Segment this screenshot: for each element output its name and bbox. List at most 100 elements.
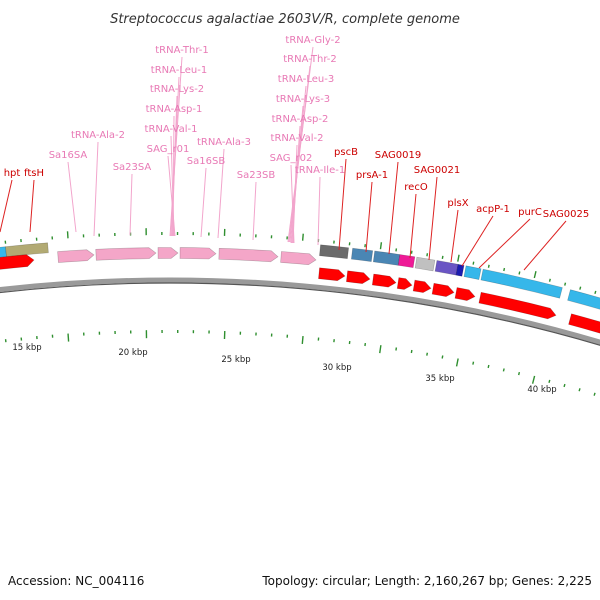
gene-label: SAG0019 xyxy=(375,150,421,161)
ruler-tick-outer xyxy=(579,286,582,290)
cds-arrow xyxy=(0,254,35,270)
ruler-tick-inner xyxy=(426,352,429,356)
gene-label: tRNA-Ala-3 xyxy=(197,137,251,148)
ruler-tick-outer xyxy=(472,261,475,265)
gene-labels: tRNA-Thr-1 tRNA-Leu-1 tRNA-Lys-2 tRNA-Asp-1… xyxy=(4,35,590,220)
cds-arrow xyxy=(346,270,371,284)
gene-label: plsX xyxy=(447,198,468,209)
feature-block xyxy=(414,256,436,272)
gene-label: tRNA-Ala-2 xyxy=(71,130,125,141)
ruler-tick-inner xyxy=(379,345,382,354)
rna-arrow xyxy=(95,247,157,261)
label-connector xyxy=(93,141,99,237)
ruler-label: 25 kbp xyxy=(221,355,250,365)
feature-block xyxy=(351,247,374,262)
gene-label: Sa23SA xyxy=(113,162,152,173)
label-connector xyxy=(388,161,399,255)
ruler-tick-outer xyxy=(441,255,444,260)
ruler-tick-inner xyxy=(531,375,536,384)
ruler-tick-inner xyxy=(472,361,475,365)
ruler-tick-inner xyxy=(548,379,551,383)
genome-summary-text: Topology: circular; Length: 2,160,267 bp… xyxy=(262,574,592,588)
gene-label: tRNA-Gly-2 xyxy=(285,35,340,46)
ruler-tick-outer xyxy=(548,278,551,282)
gene-label: tRNA-Asp-2 xyxy=(272,114,329,125)
gene-label: ftsH xyxy=(24,168,44,179)
backbone-outer xyxy=(0,277,600,345)
label-connector xyxy=(365,181,373,253)
gene-label: tRNA-Lys-2 xyxy=(150,84,204,95)
gene-label: tRNA-Val-1 xyxy=(145,124,198,135)
gene-label: SAG_r02 xyxy=(270,153,313,164)
label-connector xyxy=(252,181,257,241)
label-connector xyxy=(338,158,347,251)
backbone xyxy=(0,277,600,346)
gene-label: SAG0021 xyxy=(414,165,460,176)
ruler-tick-outer xyxy=(457,254,460,262)
label-connector xyxy=(523,220,567,271)
cds-arrow xyxy=(318,267,346,282)
cds-arrow xyxy=(371,273,397,288)
gene-label: SAG0025 xyxy=(543,209,589,220)
gene-label: acpP-1 xyxy=(476,204,510,215)
rna-arrow xyxy=(179,247,217,260)
ruler-tick-inner xyxy=(593,392,596,396)
label-connector xyxy=(428,176,438,261)
feature-block xyxy=(434,260,459,276)
feature-block xyxy=(319,244,349,260)
ruler-tick-outer xyxy=(594,290,597,294)
feature-block xyxy=(455,263,465,277)
ruler-tick-inner xyxy=(441,355,444,359)
gene-label: recO xyxy=(404,182,428,193)
map-title: Streptococcus agalactiae 2603V/R, comple… xyxy=(110,12,460,27)
ruler-label: 35 kbp xyxy=(425,374,454,384)
cds-arrow xyxy=(412,279,432,293)
gene-label: hpt xyxy=(4,168,21,179)
label-connectors xyxy=(0,46,567,271)
ruler-tick-inner xyxy=(563,383,566,388)
ruler-tick-inner xyxy=(487,364,490,369)
label-connector xyxy=(0,179,13,233)
feature-block xyxy=(5,242,49,257)
label-connector xyxy=(409,193,417,259)
gene-label: tRNA-Ile-1 xyxy=(295,165,345,176)
label-connector xyxy=(67,161,77,233)
gene-label: tRNA-Val-2 xyxy=(271,133,324,144)
rna-arrow xyxy=(280,251,317,266)
feature-block xyxy=(480,268,563,299)
ruler-tick-outer xyxy=(503,267,506,272)
cds-arrow xyxy=(568,313,600,334)
ruler-label: 30 kbp xyxy=(322,363,351,373)
label-connector xyxy=(167,155,176,237)
backbone-line xyxy=(0,282,600,346)
ruler-tick-inner xyxy=(67,333,70,342)
gene-label: Sa16SB xyxy=(187,156,226,167)
feature-block xyxy=(567,289,600,310)
rna-arrow xyxy=(57,249,95,263)
gene-label: pscB xyxy=(334,147,358,158)
label-connector xyxy=(450,209,459,263)
ruler-label: 20 kbp xyxy=(118,348,147,358)
ruler-tick-outer xyxy=(301,233,304,241)
gene-label: tRNA-Leu-1 xyxy=(151,65,207,76)
ruler-tick-outer xyxy=(533,271,537,279)
gene-label: SAG_r01 xyxy=(147,144,190,155)
gene-label: tRNA-Lys-3 xyxy=(276,94,330,105)
ruler-tick-outer xyxy=(564,282,567,286)
label-connector xyxy=(290,164,295,244)
ruler-label: 40 kbp xyxy=(527,385,556,395)
rna-arrow xyxy=(157,247,179,259)
gene-label: prsA-1 xyxy=(356,170,388,181)
ruler-tick-outer xyxy=(379,242,383,250)
feature-block xyxy=(372,250,401,266)
feature-block xyxy=(397,254,416,269)
feature-tracks xyxy=(0,242,600,334)
ruler-tick-inner xyxy=(517,371,521,376)
rna-arrow xyxy=(218,247,279,263)
label-connector xyxy=(129,173,133,236)
cds-arrow xyxy=(478,291,557,320)
gene-label: tRNA-Thr-2 xyxy=(283,54,337,65)
gene-label: purC xyxy=(518,207,542,218)
ruler-tick-inner xyxy=(301,335,304,345)
gene-label: tRNA-Leu-3 xyxy=(278,74,334,85)
